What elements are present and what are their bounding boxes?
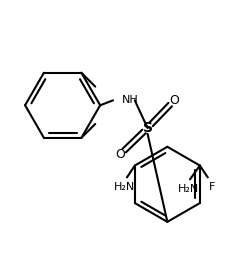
Text: O: O [169,94,178,107]
Text: NH: NH [121,95,138,105]
Text: S: S [142,121,152,135]
Text: H₂N: H₂N [114,182,135,192]
Text: O: O [114,148,124,161]
Text: F: F [208,182,214,192]
Text: H₂N: H₂N [177,184,198,194]
